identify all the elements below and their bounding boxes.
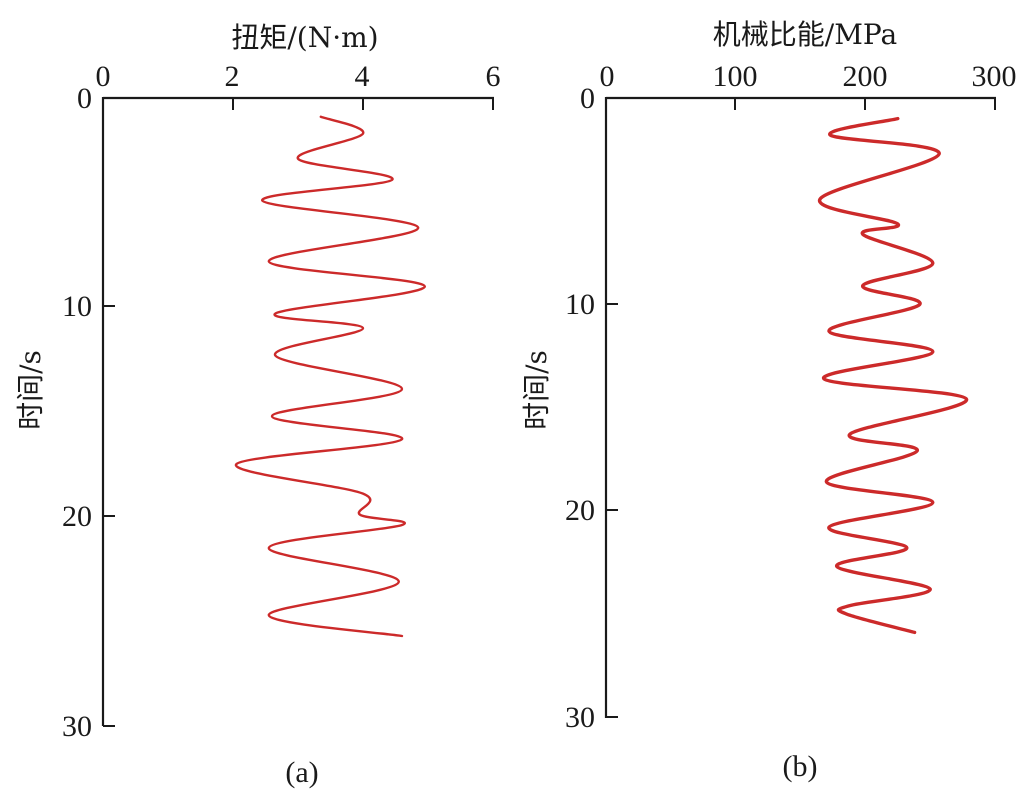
x-axis-title-a: 扭矩/(N·m) xyxy=(231,21,378,54)
y-tick-label-b-20: 20 xyxy=(565,494,595,527)
x-tick-label-b-100: 100 xyxy=(713,60,758,93)
y-axis-title-a: 时间/s xyxy=(14,350,47,430)
y-tick-label-a-20: 20 xyxy=(62,500,92,533)
panel-label-a: (a) xyxy=(285,756,318,789)
y-axis-title-b: 时间/s xyxy=(520,350,553,430)
torque-series-line xyxy=(234,115,427,638)
y-ticks-b xyxy=(606,303,618,718)
x-tick-labels-a: 0 2 4 6 xyxy=(96,60,501,93)
x-tick-label-b-300: 300 xyxy=(972,60,1017,93)
x-tick-labels-b: 0 100 200 300 xyxy=(600,60,1017,93)
chart-panel-a: 扭矩/(N·m) 0 2 4 6 0 10 20 30 时间/s (a) xyxy=(14,21,501,789)
x-ticks-b xyxy=(734,98,996,110)
x-tick-label-a-6: 6 xyxy=(486,60,501,93)
y-tick-label-b-30: 30 xyxy=(565,701,595,734)
x-tick-label-b-0: 0 xyxy=(600,60,615,93)
y-tick-labels-b: 0 10 20 30 xyxy=(565,82,595,734)
chart-panel-b: 机械比能/MPa 0 100 200 300 0 10 20 30 时间/s (… xyxy=(520,18,1017,783)
y-tick-label-b-10: 10 xyxy=(565,288,595,321)
y-tick-labels-a: 0 10 20 30 xyxy=(62,82,92,743)
panel-label-b: (b) xyxy=(783,750,818,783)
y-ticks-a xyxy=(103,305,115,727)
specific-energy-series-line xyxy=(818,116,969,635)
y-tick-label-a-0: 0 xyxy=(77,82,92,115)
y-tick-label-a-30: 30 xyxy=(62,710,92,743)
y-tick-label-b-0: 0 xyxy=(580,82,595,115)
x-ticks-a xyxy=(232,98,494,110)
x-tick-label-a-4: 4 xyxy=(355,60,370,93)
x-axis-title-b: 机械比能/MPa xyxy=(713,18,897,51)
x-tick-label-a-0: 0 xyxy=(96,60,111,93)
x-tick-label-b-200: 200 xyxy=(843,60,888,93)
y-tick-label-a-10: 10 xyxy=(62,290,92,323)
x-tick-label-a-2: 2 xyxy=(225,60,240,93)
